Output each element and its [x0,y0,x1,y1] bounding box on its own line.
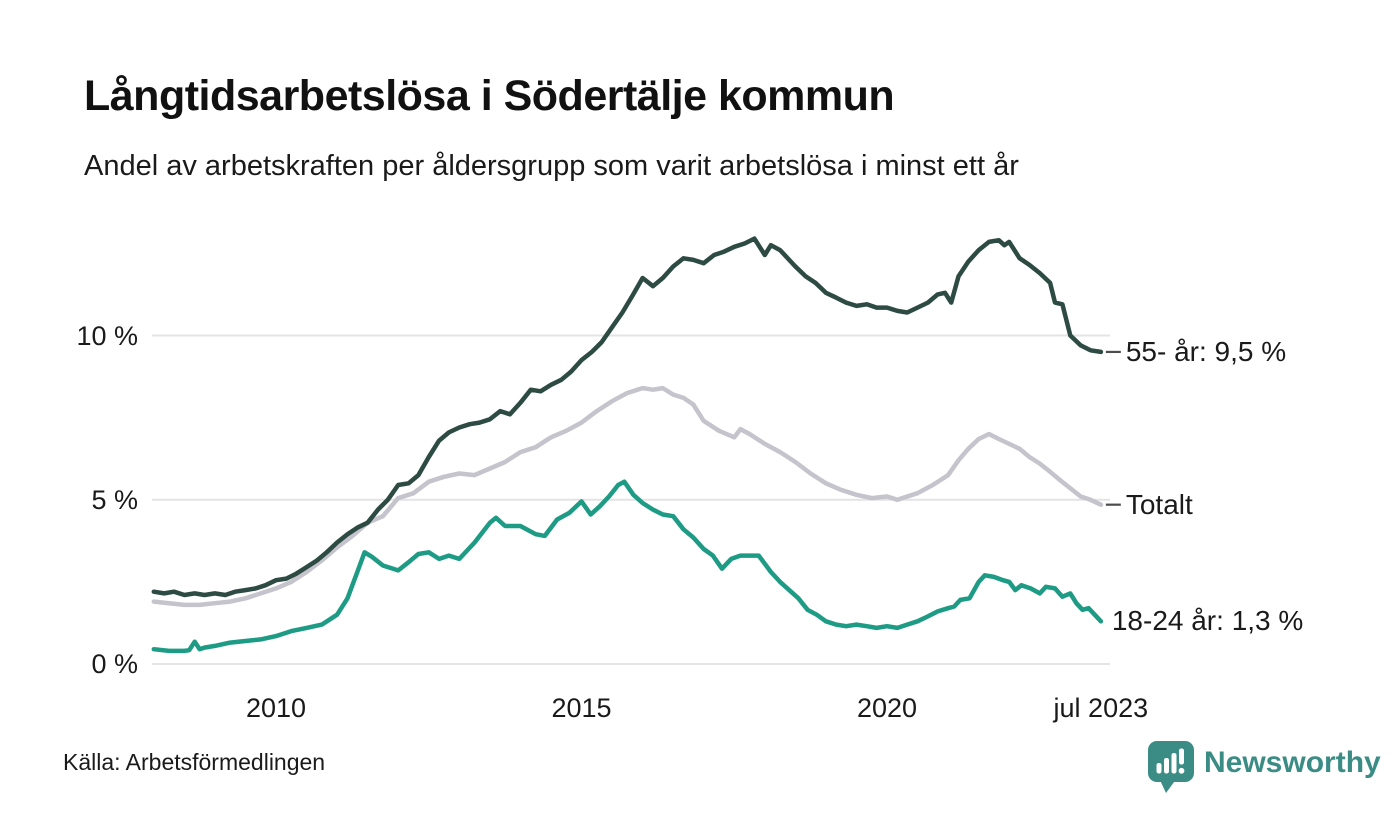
y-axis-tick-label: 5 % [91,484,138,515]
source-note: Källa: Arbetsförmedlingen [63,749,326,775]
page-subtitle: Andel av arbetskraften per åldersgrupp s… [84,150,1019,182]
x-axis-tick-label: 2015 [551,693,612,723]
series-end-label-55- år: 55- år: 9,5 % [1125,335,1287,367]
newsworthy-logo-text: Newsworthy [1204,746,1381,779]
series-end-label-Totalt: Totalt [1125,488,1193,520]
y-axis-tick-label: 0 % [91,649,138,679]
series-line-Totalt [151,385,1104,608]
x-axis-tick-label: 2010 [245,693,307,723]
y-axis-tick-label: 10 % [76,320,138,351]
x-axis-tick-label: jul 2023 [1053,693,1149,723]
series-line-55- år [151,236,1104,598]
newsworthy-logo-icon [1148,741,1194,793]
series-line-18-24 år [151,479,1104,654]
page-title: Långtidsarbetslösa i Södertälje kommun [84,72,895,120]
x-axis-tick-label: 2020 [856,693,918,723]
series-end-label-18-24 år: 18-24 år: 1,3 % [1111,605,1304,637]
newsworthy-logo [1147,740,1397,800]
